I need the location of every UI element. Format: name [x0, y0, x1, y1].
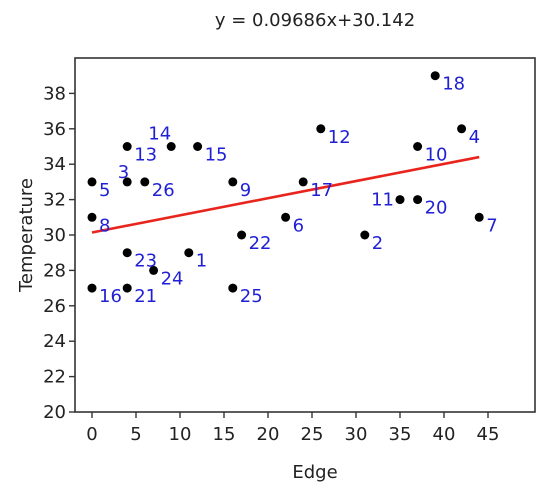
data-point: [360, 230, 370, 240]
x-tick-label: 0: [86, 424, 97, 445]
point-label: 21: [134, 286, 157, 307]
data-point: [87, 283, 97, 293]
y-axis-title: Temperature: [16, 178, 37, 293]
x-tick-label: 10: [169, 424, 192, 445]
plot-frame: [74, 57, 536, 413]
points-layer: [87, 71, 484, 293]
point-label: 15: [205, 145, 228, 166]
point-label: 3: [118, 162, 129, 183]
data-point: [316, 124, 326, 134]
y-tick-label: 34: [43, 154, 66, 175]
point-label: 26: [152, 180, 175, 201]
point-label: 4: [469, 127, 480, 148]
point-label: 8: [99, 215, 110, 236]
data-point: [237, 230, 247, 240]
chart-title: y = 0.09686x+30.142: [215, 10, 415, 31]
x-axis-title: Edge: [292, 462, 337, 483]
data-point: [87, 177, 97, 187]
data-point: [298, 177, 308, 187]
point-label: 13: [134, 145, 157, 166]
point-label: 14: [148, 124, 171, 145]
x-axis: 0 5 10 15 20 25 30 35 40 45: [86, 412, 499, 445]
data-point: [166, 142, 176, 151]
data-point: [430, 71, 440, 81]
y-tick-label: 26: [43, 296, 66, 317]
data-point: [122, 177, 132, 187]
x-tick-label: 45: [477, 424, 500, 445]
data-point: [140, 177, 150, 187]
data-point: [474, 212, 484, 222]
point-label: 1: [196, 251, 207, 272]
point-label: 25: [240, 286, 263, 307]
x-tick-label: 40: [433, 424, 456, 445]
y-tick-label: 30: [43, 225, 66, 246]
point-label: 2: [372, 233, 383, 254]
y-tick-label: 28: [43, 260, 66, 281]
point-label: 12: [328, 127, 351, 148]
data-point: [122, 283, 132, 293]
data-point: [149, 265, 159, 275]
point-label: 11: [371, 190, 394, 211]
y-tick-label: 36: [43, 119, 66, 140]
point-label: 16: [99, 286, 122, 307]
y-tick-label: 20: [43, 402, 66, 423]
data-point: [281, 212, 291, 222]
y-tick-label: 22: [43, 367, 66, 388]
point-label: 9: [240, 180, 251, 201]
x-tick-label: 15: [213, 424, 236, 445]
trendline-layer: [91, 155, 480, 234]
x-tick-label: 25: [301, 424, 324, 445]
data-point: [395, 195, 405, 205]
x-tick-label: 35: [389, 424, 412, 445]
data-point: [413, 142, 423, 151]
x-tick-label: 5: [130, 424, 141, 445]
y-tick-label: 32: [43, 190, 66, 211]
x-tick-label: 30: [345, 424, 368, 445]
trendline: [91, 155, 480, 234]
point-label: 17: [310, 180, 333, 201]
data-point: [228, 177, 238, 187]
data-point: [87, 212, 97, 222]
y-tick-label: 38: [43, 83, 66, 104]
data-point: [457, 124, 467, 134]
point-label: 24: [161, 268, 184, 289]
data-point: [193, 142, 203, 151]
y-tick-label: 24: [43, 331, 66, 352]
point-label: 10: [425, 145, 448, 166]
data-point: [122, 248, 132, 258]
data-point: [228, 283, 238, 293]
data-point: [184, 248, 194, 258]
point-label: 18: [442, 74, 465, 95]
point-label: 5: [99, 180, 110, 201]
point-label: 22: [249, 233, 272, 254]
point-label: 7: [486, 215, 497, 236]
point-label: 23: [134, 251, 157, 272]
data-point: [413, 195, 423, 205]
data-point: [122, 142, 132, 151]
x-tick-label: 20: [257, 424, 280, 445]
plot-area: [74, 57, 536, 413]
point-label: 20: [425, 198, 448, 219]
point-label: 6: [293, 215, 304, 236]
y-axis: 20 22 24 26 28 30 32 34 36 38: [43, 83, 75, 423]
